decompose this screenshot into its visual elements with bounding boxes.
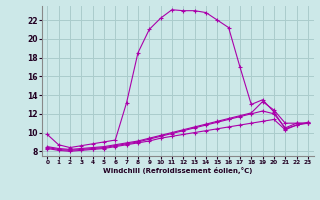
- X-axis label: Windchill (Refroidissement éolien,°C): Windchill (Refroidissement éolien,°C): [103, 167, 252, 174]
